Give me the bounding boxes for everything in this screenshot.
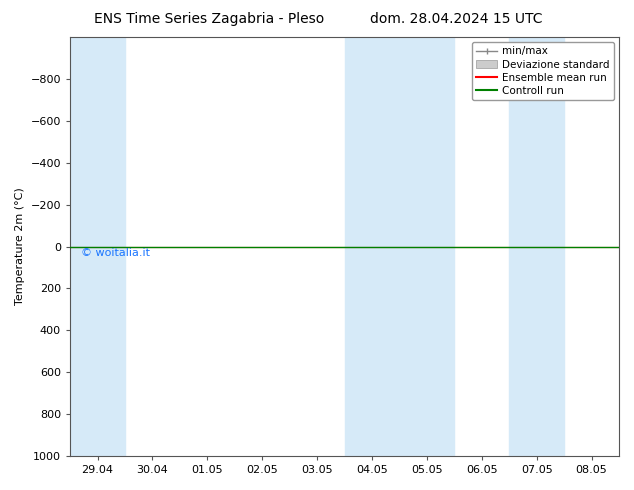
Legend: min/max, Deviazione standard, Ensemble mean run, Controll run: min/max, Deviazione standard, Ensemble m… bbox=[472, 42, 614, 100]
Bar bbox=[509, 37, 564, 456]
Bar bbox=[70, 37, 125, 456]
Text: © woitalia.it: © woitalia.it bbox=[81, 248, 150, 258]
Text: dom. 28.04.2024 15 UTC: dom. 28.04.2024 15 UTC bbox=[370, 12, 543, 26]
Y-axis label: Temperature 2m (°C): Temperature 2m (°C) bbox=[15, 188, 25, 305]
Bar bbox=[344, 37, 455, 456]
Text: ENS Time Series Zagabria - Pleso: ENS Time Series Zagabria - Pleso bbox=[94, 12, 325, 26]
